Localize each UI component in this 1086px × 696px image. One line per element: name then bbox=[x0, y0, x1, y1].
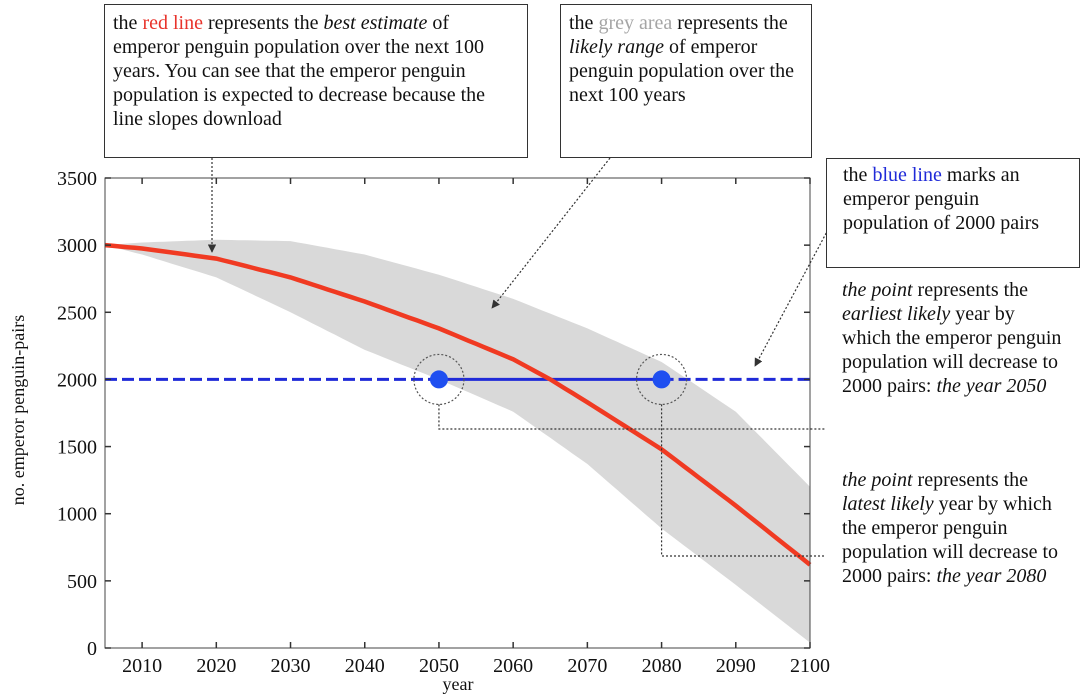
x-axis-title: year bbox=[443, 674, 474, 694]
grey-area-annotation: the grey area represents the likely rang… bbox=[560, 4, 812, 158]
x-tick-label: 2020 bbox=[196, 655, 236, 677]
likely-range-band bbox=[105, 239, 810, 643]
y-tick-label: 0 bbox=[87, 638, 97, 660]
latest-point-annotation: the point represents the latest likely y… bbox=[826, 466, 1082, 642]
red-line-annotation: the red line represents the best estimat… bbox=[104, 4, 528, 158]
point-highlight-circle bbox=[635, 353, 688, 406]
grey-area-arrow bbox=[491, 157, 611, 309]
x-tick-label: 2100 bbox=[790, 655, 830, 677]
grey-area-highlight: grey area bbox=[598, 12, 673, 34]
y-tick-label: 1500 bbox=[57, 437, 97, 459]
plot-frame bbox=[104, 177, 811, 649]
y-tick-label: 1000 bbox=[57, 504, 97, 526]
blue-line-annotation: the blue line marks an emperor penguin p… bbox=[826, 158, 1080, 268]
x-tick-label: 2060 bbox=[493, 655, 533, 677]
latest-point bbox=[652, 370, 671, 389]
y-tick-label: 500 bbox=[67, 571, 97, 593]
y-tick-label: 3000 bbox=[57, 235, 97, 257]
y-tick-label: 2500 bbox=[57, 302, 97, 324]
x-tick-label: 2090 bbox=[716, 655, 756, 677]
x-tick-label: 2040 bbox=[345, 655, 385, 677]
red-line-highlight: red line bbox=[142, 12, 203, 34]
earliest-point bbox=[429, 370, 448, 389]
y-tick-label: 3500 bbox=[57, 168, 97, 190]
earliest-point-annotation: the point represents the earliest likely… bbox=[826, 276, 1082, 452]
y-axis-title: no. emperor penguin-pairs bbox=[8, 315, 28, 505]
blue-line-highlight: blue line bbox=[872, 164, 942, 186]
x-tick-label: 2080 bbox=[642, 655, 682, 677]
blue-line-arrow bbox=[754, 225, 831, 367]
x-tick-label: 2030 bbox=[271, 655, 311, 677]
point-highlight-circle bbox=[413, 353, 465, 406]
x-tick-label: 2010 bbox=[122, 655, 162, 677]
x-tick-label: 2050 bbox=[419, 655, 459, 677]
best-estimate-line bbox=[104, 242, 812, 567]
likely-range-emphasis: likely range bbox=[569, 36, 664, 58]
y-tick-label: 2000 bbox=[57, 369, 97, 391]
x-tick-label: 2070 bbox=[567, 655, 607, 677]
earliest-connector bbox=[438, 404, 826, 430]
best-estimate-emphasis: best estimate bbox=[323, 12, 428, 34]
latest-connector bbox=[660, 404, 826, 557]
